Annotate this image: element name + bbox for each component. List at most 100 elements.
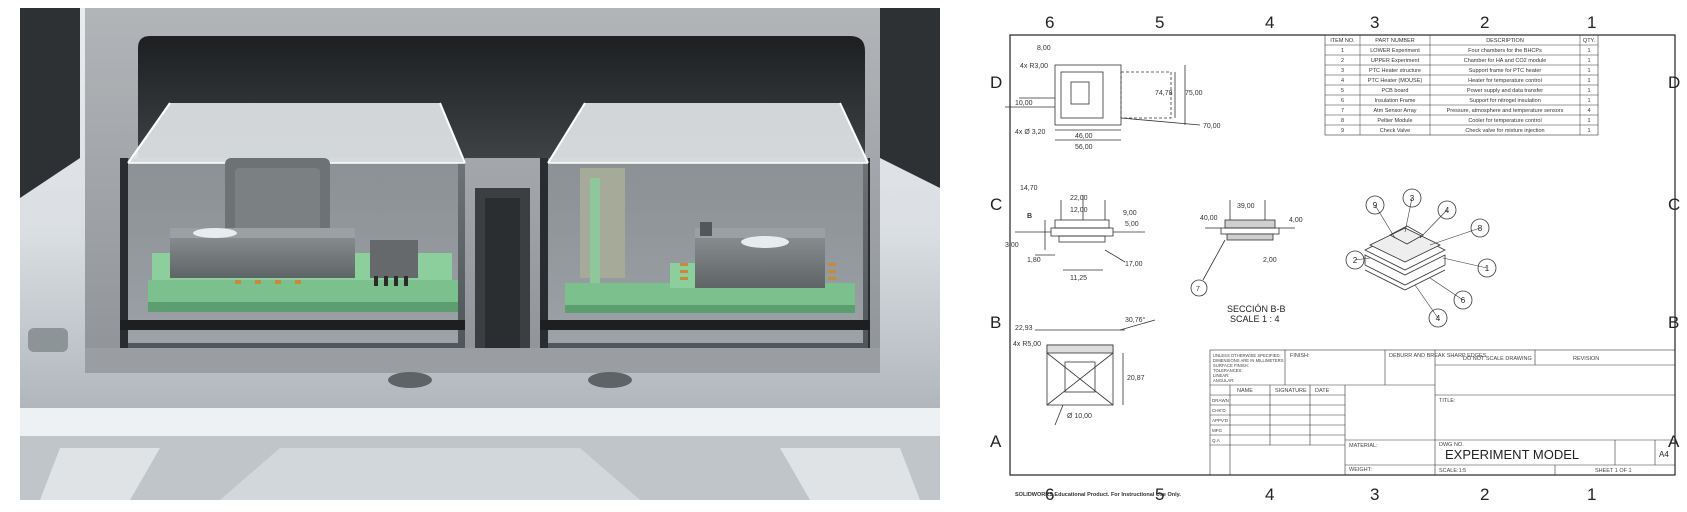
tb-note: ANGULAR: bbox=[1213, 378, 1234, 383]
bom-cell: 9 bbox=[1341, 128, 1344, 134]
tb-material-label: MATERIAL: bbox=[1349, 443, 1378, 449]
balloon-callouts: 93482164 bbox=[1345, 188, 1497, 328]
bom-cell: Pressure, atmosphere and temperature sen… bbox=[1447, 108, 1564, 114]
bom-header-cell: QTY. bbox=[1583, 38, 1596, 44]
dim-section-3: 4,00 bbox=[1289, 217, 1303, 224]
bom-cell: Atm Sensor Array bbox=[1373, 108, 1416, 114]
tb-deburr-label: DEBURR AND BREAK SHARP EDGES bbox=[1389, 353, 1487, 359]
tb-col-header: SIGNATURE bbox=[1275, 388, 1307, 394]
drawing-title: EXPERIMENT MODEL bbox=[1445, 447, 1579, 462]
dim-section-2: 40,00 bbox=[1200, 215, 1218, 222]
title-block bbox=[1209, 349, 1676, 476]
bom-cell: 1 bbox=[1587, 118, 1590, 124]
section-view bbox=[1190, 200, 1295, 297]
dim-side-5: 5,00 bbox=[1125, 221, 1139, 228]
tb-no-scale-label: DO NOT SCALE DRAWING bbox=[1463, 356, 1532, 362]
bom-cell: Insulation Frame bbox=[1375, 98, 1416, 104]
tb-note: SURFACE FINISH: bbox=[1213, 363, 1249, 368]
drawing-sheet: SHEET 1 OF 1 bbox=[1595, 468, 1632, 474]
drawing-scale: SCALE:1:5 bbox=[1439, 468, 1466, 474]
dim-side-3: 12,00 bbox=[1070, 207, 1088, 214]
zone-top-6: 6 bbox=[1045, 13, 1054, 32]
dim-side-2: 22,00 bbox=[1070, 195, 1088, 202]
cad-render-view bbox=[20, 8, 940, 500]
bom-cell: Check valve for mixture injection bbox=[1465, 128, 1544, 134]
zone-left-C: C bbox=[990, 195, 1002, 214]
tb-finish-label: FINISH: bbox=[1290, 353, 1310, 359]
drawing-canvas: 6 5 4 3 2 1 6 5 4 3 2 1 D D C C B B A A ITEM NO. PART NUMB… bbox=[975, 0, 1687, 507]
dim-top-3: 10,00 bbox=[1015, 100, 1033, 107]
tb-row-label: MFG bbox=[1212, 428, 1222, 433]
bom-cell: 1 bbox=[1587, 78, 1590, 84]
section-label: SECCIÓN B-B bbox=[1227, 304, 1286, 314]
bom-cell: PCB board bbox=[1382, 88, 1409, 94]
balloon-circle bbox=[1477, 258, 1497, 278]
zone-left-D: D bbox=[990, 73, 1002, 92]
dim-detail-1: 22,93 bbox=[1015, 325, 1033, 332]
tb-revision-label: REVISION bbox=[1573, 356, 1599, 362]
dim-top-5: 46,00 bbox=[1075, 133, 1093, 140]
section-balloon-7: 7 bbox=[1196, 286, 1200, 293]
bom-cell: UPPER Experiment bbox=[1371, 58, 1420, 64]
balloon-number: 6 bbox=[1461, 296, 1466, 305]
zone-top-3: 3 bbox=[1370, 13, 1379, 32]
dim-section-1: 39,00 bbox=[1237, 203, 1255, 210]
bom-cell: 8 bbox=[1341, 118, 1344, 124]
bom-cell: Power supply and data transfer bbox=[1467, 88, 1543, 94]
bom-cell: 1 bbox=[1587, 48, 1590, 54]
drawing-size: A4 bbox=[1659, 450, 1669, 459]
dim-side-7: 1,80 bbox=[1027, 257, 1041, 264]
bill-of-materials: ITEM NO. PART NUMBER DESCRIPTION QTY. 1 LOWER… bbox=[1324, 34, 1599, 136]
dim-detail-5: Ø 10,00 bbox=[1067, 413, 1092, 420]
top-view bbox=[1005, 64, 1201, 141]
zone-bottom-6: 6 bbox=[1045, 485, 1054, 504]
detail-view bbox=[1035, 319, 1156, 426]
zone-right-D: D bbox=[1668, 73, 1680, 92]
tb-col-header: DATE bbox=[1315, 388, 1330, 394]
balloon-number: 3 bbox=[1410, 194, 1415, 203]
tb-col-header: NAME bbox=[1237, 388, 1253, 394]
zone-top-2: 2 bbox=[1480, 13, 1489, 32]
engineering-drawing-sheet: 6 5 4 3 2 1 6 5 4 3 2 1 D D C C B B A A ITEM NO. PART NUMB… bbox=[975, 0, 1687, 507]
dim-top-8: 75,00 bbox=[1185, 90, 1203, 97]
tb-row-label: Q.A bbox=[1212, 438, 1220, 443]
zone-top-5: 5 bbox=[1155, 13, 1164, 32]
zone-top-4: 4 bbox=[1265, 13, 1274, 32]
isometric-view bbox=[1364, 225, 1446, 291]
bom-cell: 1 bbox=[1341, 48, 1344, 54]
watermark-text: SOLIDWORKS Educational Product. For Inst… bbox=[1015, 492, 1181, 498]
bom-cell: 1 bbox=[1587, 128, 1590, 134]
tb-row-label: CHK'D bbox=[1212, 408, 1226, 413]
tb-note: LINEAR: bbox=[1213, 373, 1229, 378]
bom-cell: Support for nitrogel insulation bbox=[1469, 98, 1541, 104]
zone-left-B: B bbox=[990, 313, 1001, 332]
bom-cell: 5 bbox=[1341, 88, 1344, 94]
dim-detail-4: 20,87 bbox=[1127, 375, 1145, 382]
bom-cell: Cooler for temperature control bbox=[1468, 118, 1541, 124]
dim-top-7: 74,78 bbox=[1155, 90, 1173, 97]
dim-top-4: 4x Ø 3,20 bbox=[1015, 129, 1045, 136]
bom-cell: PTC Heater structure bbox=[1369, 68, 1421, 74]
dim-top-6: 56,00 bbox=[1075, 144, 1093, 151]
section-marker-b: B bbox=[1027, 213, 1032, 220]
dim-side-8: 17,00 bbox=[1125, 261, 1143, 268]
zone-right-C: C bbox=[1668, 195, 1680, 214]
tb-title-label: TITLE: bbox=[1439, 398, 1456, 404]
tb-row-label: APPV'D bbox=[1212, 418, 1229, 423]
balloon-number: 8 bbox=[1478, 224, 1483, 233]
bom-cell: 6 bbox=[1341, 98, 1344, 104]
bom-cell: 2 bbox=[1341, 58, 1344, 64]
bom-cell: Chamber for HA and CO2 module bbox=[1464, 58, 1547, 64]
bom-cell: 1 bbox=[1587, 68, 1590, 74]
bom-cell: 4 bbox=[1587, 108, 1590, 114]
tb-dwg-label: DWG NO. bbox=[1439, 442, 1464, 448]
bom-cell: 1 bbox=[1587, 58, 1590, 64]
dim-section-4: 2,00 bbox=[1263, 257, 1277, 264]
dim-side-4: 9,00 bbox=[1123, 210, 1137, 217]
dim-top-9: 70,00 bbox=[1203, 123, 1221, 130]
bom-header-cell: DESCRIPTION bbox=[1486, 38, 1524, 44]
bom-cell: Heater for temperature control bbox=[1468, 78, 1542, 84]
bom-header-cell: PART NUMBER bbox=[1375, 38, 1414, 44]
dim-side-6: 3,00 bbox=[1005, 242, 1019, 249]
dim-side-1: 14,70 bbox=[1020, 185, 1038, 192]
